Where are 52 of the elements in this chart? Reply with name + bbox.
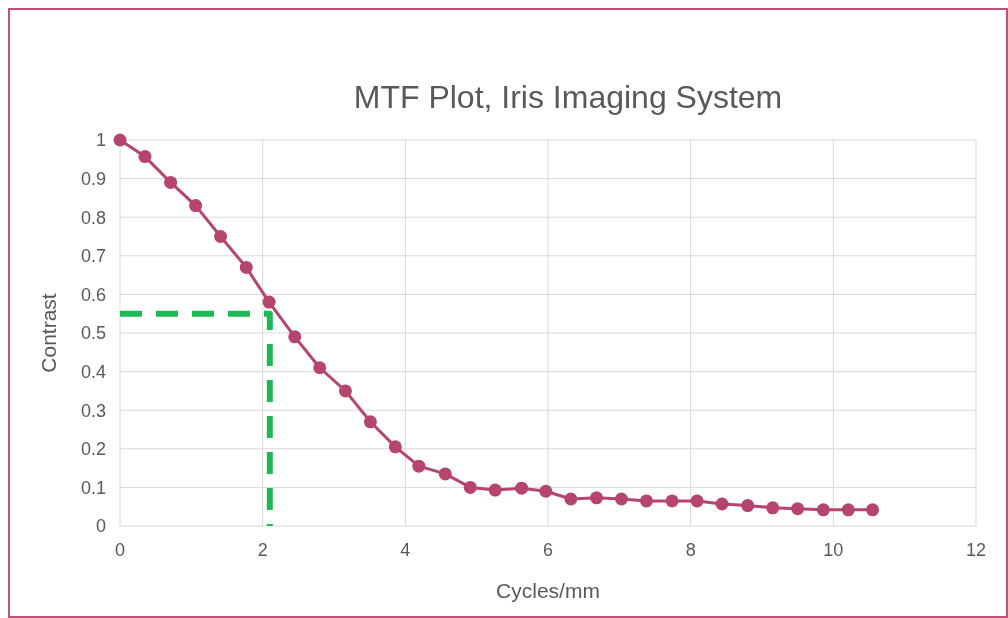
x-tick-label: 4 <box>400 540 411 560</box>
point <box>515 481 529 495</box>
x-tick-label: 0 <box>114 540 126 560</box>
point <box>715 497 729 511</box>
y-tick-label: 0.9 <box>80 168 106 189</box>
point <box>164 175 178 189</box>
point <box>262 295 276 309</box>
point <box>816 503 830 517</box>
y-tick-label: 1 <box>95 130 106 151</box>
y-tick-label: 0.8 <box>80 207 106 228</box>
point <box>463 480 477 494</box>
y-tick-label: 0.6 <box>80 284 106 305</box>
point <box>791 502 805 516</box>
point <box>239 260 253 274</box>
point <box>741 499 755 513</box>
point <box>363 415 377 429</box>
point <box>841 503 855 517</box>
point <box>766 501 780 515</box>
point <box>313 361 327 375</box>
point <box>488 483 502 497</box>
x-tick-label: 6 <box>542 540 554 560</box>
y-tick-label: 0.7 <box>80 246 106 267</box>
point <box>539 484 553 498</box>
x-axis-title: Cycles/mm <box>496 579 600 602</box>
chart-title: MTF Plot, Iris Imaging System <box>353 79 783 115</box>
point <box>113 133 127 147</box>
point <box>690 494 704 508</box>
y-tick-label: 0.1 <box>80 477 106 498</box>
x-tick-label: 12 <box>965 540 987 560</box>
point <box>288 330 302 344</box>
y-tick-label: 0.2 <box>80 439 106 460</box>
x-tick-label: 8 <box>685 540 696 560</box>
x-tick-label: 10 <box>823 540 844 560</box>
point <box>214 230 228 243</box>
point <box>866 503 880 517</box>
point <box>564 492 578 506</box>
y-axis-title: Contrast <box>37 293 60 373</box>
point <box>665 494 679 508</box>
point <box>412 459 426 473</box>
point <box>438 467 452 481</box>
point <box>639 494 653 508</box>
y-tick-label: 0.4 <box>80 361 106 382</box>
point <box>614 492 628 506</box>
point <box>590 491 604 505</box>
point <box>189 199 203 213</box>
point <box>338 384 352 398</box>
y-tick-label: 0 <box>95 516 106 537</box>
x-tick-label: 2 <box>257 540 268 560</box>
y-tick-label: 0.5 <box>80 323 106 344</box>
point <box>388 440 402 454</box>
point <box>138 150 152 164</box>
y-tick-label: 0.3 <box>80 400 106 421</box>
